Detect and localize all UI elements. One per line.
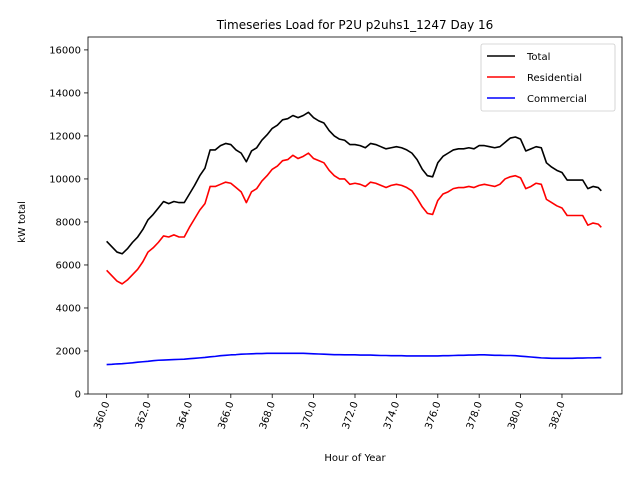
y-axis-label: kW total <box>17 201 28 243</box>
y-tick-label: 2000 <box>56 346 81 357</box>
legend-label-commercial: Commercial <box>527 94 587 105</box>
series-line-total <box>106 111 602 255</box>
y-tick-label: 12000 <box>49 131 81 142</box>
legend-box <box>480 43 616 112</box>
y-tick-label: 6000 <box>56 260 81 271</box>
y-tick-label: 10000 <box>49 174 81 185</box>
chart-title: Timeseries Load for P2U p2uhs1_1247 Day … <box>216 18 494 32</box>
x-axis-label: Hour of Year <box>324 453 386 464</box>
y-tick-label: 8000 <box>56 217 81 228</box>
y-tick-label: 16000 <box>49 45 81 56</box>
series-line-residential <box>106 152 602 285</box>
y-tick-label: 4000 <box>56 303 81 314</box>
axes-frame <box>87 36 623 395</box>
y-tick-label: 0 <box>75 390 81 401</box>
series-line-commercial <box>106 352 602 366</box>
legend-label-total: Total <box>526 52 550 63</box>
y-tick-label: 14000 <box>49 88 81 99</box>
legend-label-residential: Residential <box>527 73 582 84</box>
